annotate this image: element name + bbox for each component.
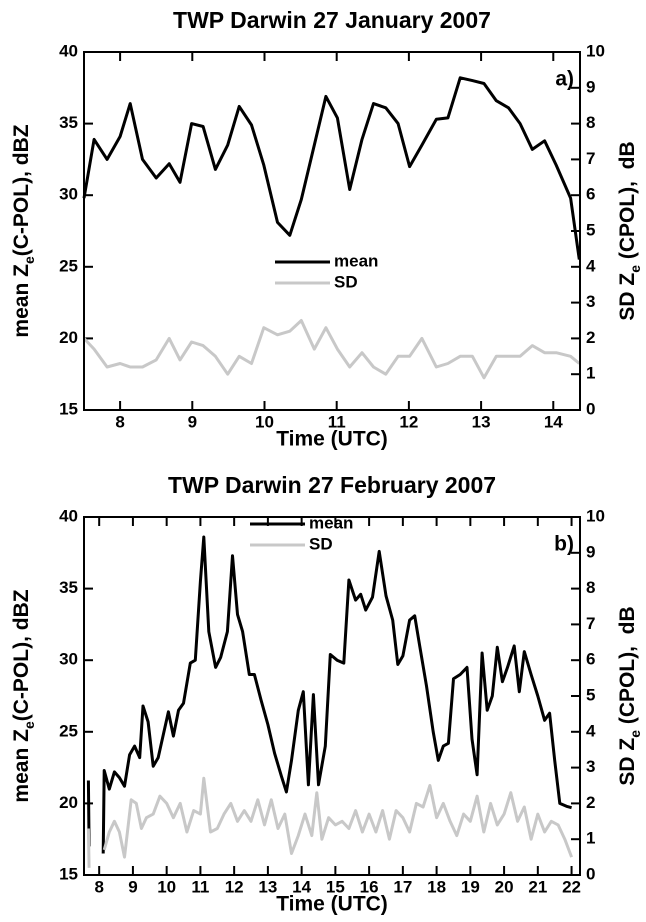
y2-tick-label: 10 — [586, 506, 605, 525]
x-tick-label: 13 — [258, 877, 277, 896]
series-line — [82, 76, 581, 260]
x-tick-label: 11 — [328, 412, 346, 431]
y2-tick-label: 3 — [586, 757, 595, 776]
x-tick-label: 12 — [399, 412, 418, 431]
y-axis-label: mean Ze(C-POL), dBZ — [10, 124, 37, 337]
x-tick-label: 12 — [225, 877, 244, 896]
x-tick-label: 15 — [326, 877, 345, 896]
y-axis-label-part: (C-POL), dBZ — [10, 589, 33, 721]
y-axis-label-part: mean Z — [10, 729, 33, 803]
x-tick-label: 14 — [544, 412, 563, 431]
legend-label: mean — [309, 513, 353, 532]
y2-axis-label-part: SD Z — [616, 738, 639, 786]
y-tick-label: 35 — [59, 578, 78, 597]
legend-label: SD — [334, 272, 358, 291]
x-tick-label: 14 — [292, 877, 311, 896]
y-tick-label: 15 — [59, 399, 78, 418]
y-axis-label-part: e — [21, 721, 37, 729]
x-tick-label: 13 — [472, 412, 491, 431]
y2-tick-label: 6 — [586, 650, 595, 669]
y2-axis-label: SD Ze (CPOL), dB — [616, 606, 643, 785]
y2-tick-label: 2 — [586, 328, 595, 347]
x-axis-label: Time (UTC) — [276, 893, 388, 916]
x-tick-label: 22 — [562, 877, 581, 896]
x-tick-label: 19 — [461, 877, 480, 896]
y-tick-label: 30 — [59, 185, 78, 204]
y-axis-label: mean Ze(C-POL), dBZ — [10, 589, 37, 802]
y2-tick-label: 5 — [586, 685, 595, 704]
y2-tick-label: 7 — [586, 149, 595, 168]
x-tick-label: 8 — [94, 877, 103, 896]
y-tick-label: 20 — [59, 328, 78, 347]
y-tick-label: 15 — [59, 864, 78, 883]
y2-tick-label: 0 — [586, 864, 595, 883]
x-tick-label: 11 — [191, 877, 209, 896]
y2-tick-label: 5 — [586, 220, 595, 239]
x-tick-label: 21 — [528, 877, 547, 896]
x-tick-label: 9 — [128, 877, 137, 896]
y2-axis-label-part: (CPOL), dB — [616, 141, 639, 265]
y2-tick-label: 6 — [586, 185, 595, 204]
plot-frame — [83, 51, 581, 411]
y2-tick-label: 3 — [586, 292, 595, 311]
x-tick-label: 18 — [427, 877, 446, 896]
chart-title: TWP Darwin 27 January 2007 — [173, 7, 491, 33]
y-axis-label-part: e — [21, 256, 37, 264]
y-axis-label-part: mean Z — [10, 264, 33, 338]
y2-tick-label: 4 — [586, 256, 596, 275]
y2-tick-label: 8 — [586, 578, 595, 597]
y2-tick-label: 2 — [586, 793, 595, 812]
y2-tick-label: 4 — [586, 721, 596, 740]
series-line — [82, 319, 581, 380]
plot-frame — [83, 516, 581, 876]
y-tick-label: 25 — [59, 256, 78, 275]
y-tick-label: 40 — [59, 506, 78, 525]
x-tick-label: 20 — [495, 877, 514, 896]
x-tick-label: 17 — [393, 877, 412, 896]
y-tick-label: 20 — [59, 793, 78, 812]
y-axis-label-part: (C-POL), dBZ — [10, 124, 33, 256]
y2-tick-label: 1 — [586, 364, 595, 383]
y-tick-label: 35 — [59, 113, 78, 132]
y-tick-label: 30 — [59, 650, 78, 669]
y2-tick-label: 8 — [586, 113, 595, 132]
y-tick-label: 40 — [59, 41, 78, 60]
series-line — [86, 776, 574, 868]
legend-label: mean — [334, 251, 378, 270]
x-tick-label: 9 — [188, 412, 197, 431]
x-axis-label: Time (UTC) — [276, 428, 388, 451]
panel-label: b) — [554, 533, 574, 556]
y2-tick-label: 7 — [586, 614, 595, 633]
y2-axis-label: SD Ze (CPOL), dB — [616, 141, 643, 320]
y2-tick-label: 9 — [586, 77, 595, 96]
y2-tick-label: 1 — [586, 829, 595, 848]
y2-axis-label-part: e — [627, 730, 643, 738]
chart-title: TWP Darwin 27 February 2007 — [168, 472, 496, 498]
y2-axis-label-part: (CPOL), dB — [616, 606, 639, 730]
x-tick-label: 16 — [360, 877, 379, 896]
y2-axis-label-part: SD Z — [616, 273, 639, 321]
y-tick-label: 25 — [59, 721, 78, 740]
y2-axis-label-part: e — [627, 265, 643, 273]
series-line — [86, 535, 572, 854]
x-tick-label: 10 — [157, 877, 176, 896]
x-tick-label: 8 — [115, 412, 124, 431]
legend-label: SD — [309, 534, 333, 553]
y2-tick-label: 0 — [586, 399, 595, 418]
y2-tick-label: 10 — [586, 41, 605, 60]
x-tick-label: 10 — [255, 412, 274, 431]
panel-label: a) — [555, 68, 574, 91]
y2-tick-label: 9 — [586, 542, 595, 561]
